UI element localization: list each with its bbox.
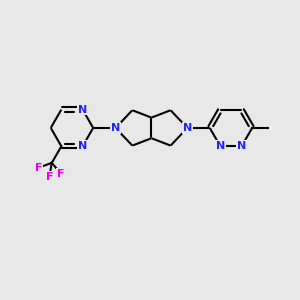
Text: N: N	[78, 141, 87, 151]
Text: N: N	[216, 141, 225, 151]
Text: F: F	[46, 172, 53, 182]
Text: N: N	[111, 123, 120, 133]
Text: F: F	[57, 169, 64, 179]
Text: N: N	[237, 141, 246, 151]
Text: F: F	[35, 163, 42, 173]
Text: N: N	[78, 105, 87, 115]
Text: N: N	[183, 123, 192, 133]
